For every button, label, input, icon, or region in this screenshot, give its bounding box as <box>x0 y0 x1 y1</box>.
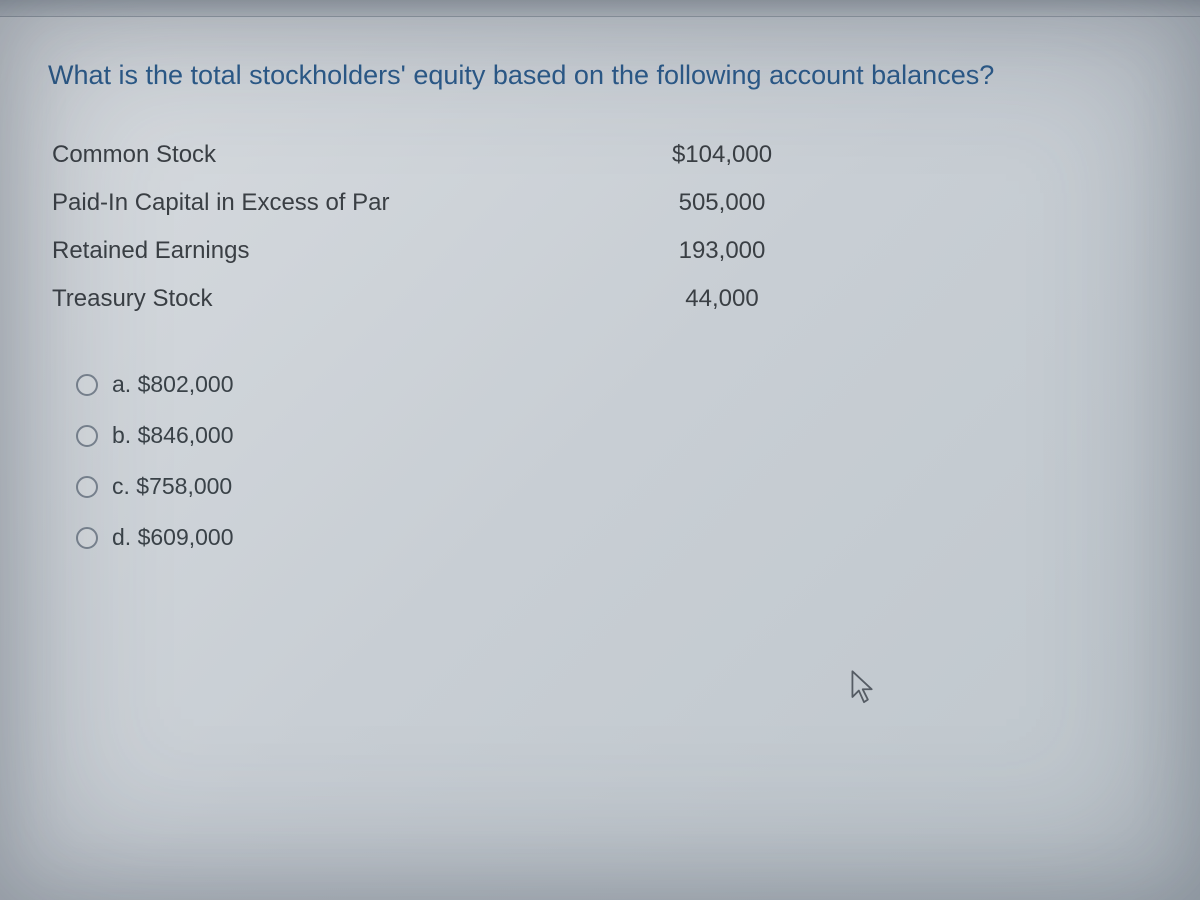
table-row: Common Stock $104,000 <box>48 131 1152 179</box>
account-value: 44,000 <box>612 285 832 313</box>
option-label: b. $846,000 <box>112 422 234 449</box>
option-a[interactable]: a. $802,000 <box>76 359 1152 410</box>
radio-icon <box>76 527 98 549</box>
option-label: a. $802,000 <box>112 371 234 398</box>
option-label: c. $758,000 <box>112 473 232 500</box>
account-value: 505,000 <box>612 189 832 217</box>
radio-icon <box>76 425 98 447</box>
cursor-icon <box>850 670 878 706</box>
account-label: Common Stock <box>52 141 612 169</box>
option-c[interactable]: c. $758,000 <box>76 461 1152 512</box>
radio-icon <box>76 476 98 498</box>
account-label: Retained Earnings <box>52 237 612 265</box>
question-container: What is the total stockholders' equity b… <box>0 17 1200 563</box>
question-text: What is the total stockholders' equity b… <box>48 57 1152 93</box>
table-row: Treasury Stock 44,000 <box>48 275 1152 323</box>
window-top-bar <box>0 0 1200 17</box>
account-label: Treasury Stock <box>52 285 612 313</box>
account-label: Paid-In Capital in Excess of Par <box>52 189 612 217</box>
table-row: Retained Earnings 193,000 <box>48 227 1152 275</box>
account-value: 193,000 <box>612 237 832 265</box>
answer-options: a. $802,000 b. $846,000 c. $758,000 d. $… <box>48 351 1152 563</box>
radio-icon <box>76 374 98 396</box>
account-value: $104,000 <box>612 141 832 169</box>
option-d[interactable]: d. $609,000 <box>76 512 1152 563</box>
option-label: d. $609,000 <box>112 524 234 551</box>
table-row: Paid-In Capital in Excess of Par 505,000 <box>48 179 1152 227</box>
account-balances-table: Common Stock $104,000 Paid-In Capital in… <box>48 131 1152 323</box>
option-b[interactable]: b. $846,000 <box>76 410 1152 461</box>
